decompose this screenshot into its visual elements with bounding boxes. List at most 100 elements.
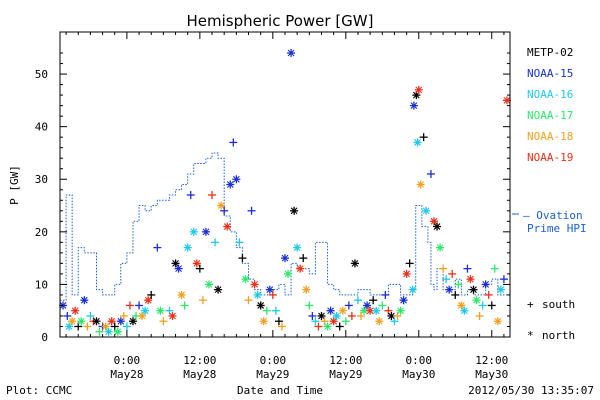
data-point-north xyxy=(350,259,359,268)
point-stroke xyxy=(281,254,289,262)
point-stroke xyxy=(339,307,347,315)
point-stroke xyxy=(257,302,265,309)
x-tick-label-time: 0:00 xyxy=(260,354,287,367)
point-stroke xyxy=(293,244,301,251)
data-point-south xyxy=(378,301,387,310)
data-point-north xyxy=(422,206,431,215)
data-point-south xyxy=(95,327,104,336)
data-point-north xyxy=(414,85,423,94)
point-stroke xyxy=(144,296,152,304)
data-point-north xyxy=(375,317,384,326)
legend-item-noaa-19: NOAA-19 xyxy=(527,151,573,164)
point-stroke xyxy=(467,275,474,283)
data-point-north xyxy=(445,285,454,294)
y-tick-label: 40 xyxy=(35,121,48,134)
data-point-north xyxy=(144,296,153,305)
data-point-north xyxy=(141,306,150,315)
point-stroke xyxy=(184,244,192,251)
data-point-south xyxy=(341,317,350,326)
data-point-north xyxy=(250,280,259,289)
data-point-south xyxy=(484,290,493,299)
legend-symbol-south: + xyxy=(527,298,534,311)
point-stroke xyxy=(193,259,201,267)
data-point-south xyxy=(439,264,448,273)
x-tick-label-time: 12:00 xyxy=(183,354,216,367)
point-stroke xyxy=(114,328,122,336)
point-stroke xyxy=(436,244,444,251)
point-stroke xyxy=(217,202,225,209)
data-point-north xyxy=(59,301,68,310)
point-stroke xyxy=(497,286,505,294)
data-point-north xyxy=(259,317,268,326)
data-point-south xyxy=(463,264,472,273)
data-point-north xyxy=(302,285,311,294)
ovation-line-layer xyxy=(60,152,510,301)
data-point-north xyxy=(287,49,296,58)
data-point-north xyxy=(281,254,289,263)
data-point-south xyxy=(147,290,156,299)
data-point-south xyxy=(353,296,362,305)
point-stroke xyxy=(172,259,179,267)
data-point-north xyxy=(469,285,478,294)
data-point-north xyxy=(472,296,481,305)
point-stroke xyxy=(327,307,334,315)
point-stroke xyxy=(360,307,368,315)
x-tick-label-time: 0:00 xyxy=(406,354,433,367)
data-point-south xyxy=(268,290,277,299)
point-stroke xyxy=(409,286,417,294)
data-point-north xyxy=(214,285,223,294)
data-point-south xyxy=(135,301,144,310)
data-point-north xyxy=(323,322,332,331)
data-point-south xyxy=(271,306,280,315)
point-stroke xyxy=(375,317,383,325)
data-point-north xyxy=(290,206,299,215)
legend-item-metp-02: METP-02 xyxy=(527,46,573,59)
legend-symbol-north: * xyxy=(527,329,534,342)
data-point-north xyxy=(436,243,445,252)
data-point-north xyxy=(168,311,177,320)
data-point-north xyxy=(65,322,74,331)
y-tick-label: 50 xyxy=(35,68,48,81)
data-point-south xyxy=(390,317,399,326)
legend-ovation-line2: Prime HPI xyxy=(527,222,587,235)
data-point-south xyxy=(247,206,256,215)
data-point-north xyxy=(326,306,335,315)
point-stroke xyxy=(494,317,502,325)
data-point-north xyxy=(101,322,110,331)
data-point-south xyxy=(238,254,247,263)
point-stroke xyxy=(266,286,274,294)
data-point-south xyxy=(499,275,508,284)
footer-plot-credit: Plot: CCMC xyxy=(6,384,72,397)
point-stroke xyxy=(445,286,453,294)
legend-symbol-label-north: north xyxy=(542,329,575,342)
point-stroke xyxy=(71,307,79,315)
data-point-north xyxy=(92,317,101,326)
point-stroke xyxy=(178,291,186,299)
point-stroke xyxy=(333,312,341,320)
data-point-north xyxy=(265,285,274,294)
data-point-north xyxy=(201,227,210,236)
data-point-north xyxy=(332,311,341,320)
x-tick-label-time: 0:00 xyxy=(114,354,141,367)
x-axis: 0:00May2812:00May280:00May2912:00May290:… xyxy=(65,32,508,381)
data-point-north xyxy=(416,180,425,189)
data-point-south xyxy=(299,254,308,263)
data-point-north xyxy=(80,296,89,305)
data-point-south xyxy=(475,311,484,320)
data-point-south xyxy=(419,133,428,142)
data-point-south xyxy=(195,264,204,273)
data-point-north xyxy=(433,222,442,231)
point-stroke xyxy=(65,323,73,330)
x-tick-label-time: 12:00 xyxy=(475,354,508,367)
point-stroke xyxy=(169,312,176,320)
point-stroke xyxy=(59,302,67,309)
data-point-north xyxy=(253,290,262,299)
footer-timestamp: 2012/05/30 13:35:07 xyxy=(468,384,594,397)
point-stroke xyxy=(175,265,182,273)
data-point-south xyxy=(490,264,499,273)
data-point-north xyxy=(466,275,475,284)
x-tick-label-date: May29 xyxy=(256,368,289,381)
point-stroke xyxy=(254,291,262,299)
data-point-south xyxy=(405,259,414,268)
